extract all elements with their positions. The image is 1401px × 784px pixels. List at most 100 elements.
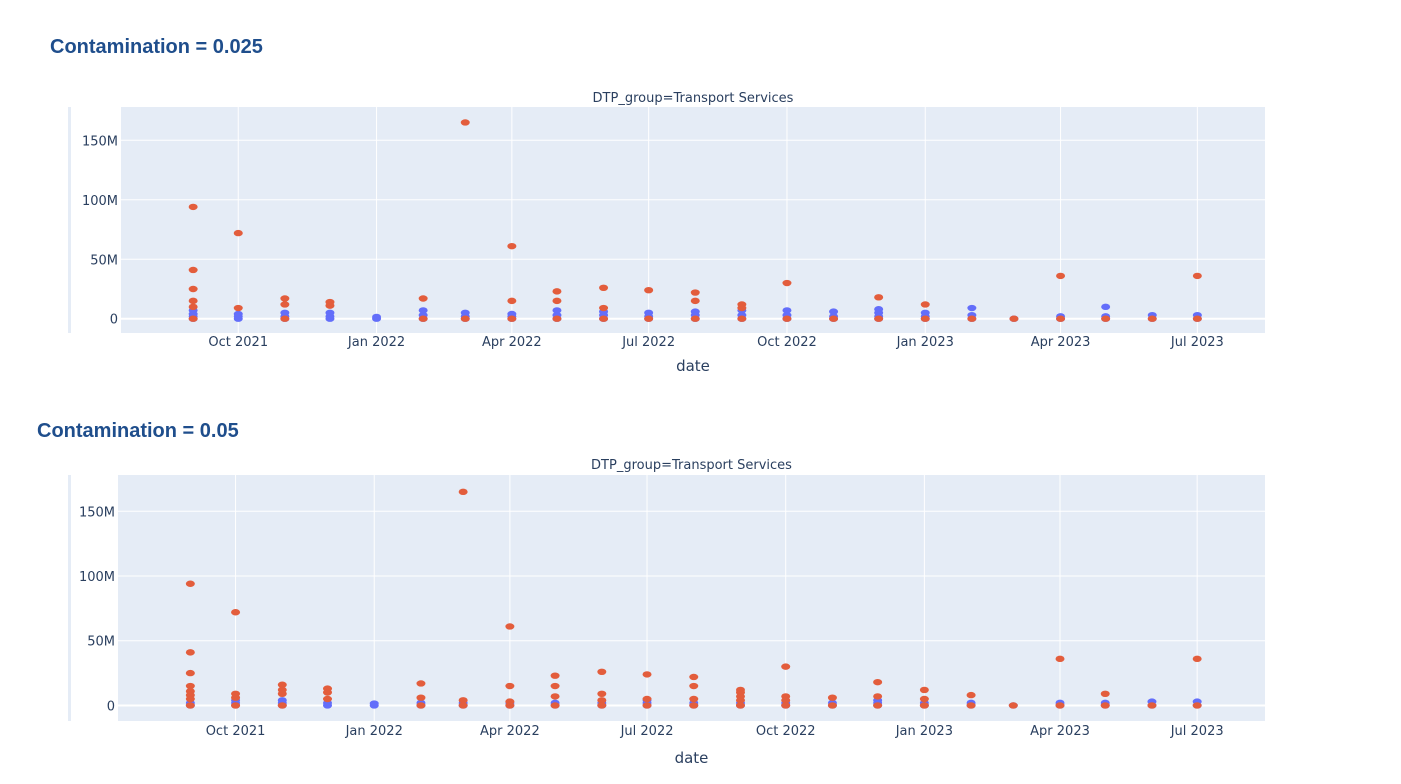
x-tick-label: Apr 2022 [482,335,542,350]
data-point [920,301,930,308]
outlier-points [188,119,1202,322]
data-point [233,310,243,318]
data-point [597,668,607,675]
data-point [735,697,745,704]
data-point [689,702,699,709]
data-point [1100,702,1110,709]
data-point [967,304,977,312]
data-point [277,702,287,709]
plot-area [118,475,1265,721]
data-point [827,702,837,709]
data-point [689,695,699,703]
y-tick-label: 50M [90,253,118,268]
data-point [418,307,428,314]
y-tick-label: 100M [82,194,118,209]
data-point [505,702,515,709]
data-point [550,693,560,700]
data-point [829,315,839,322]
data-point [188,315,198,322]
data-point [185,702,195,709]
data-point [552,307,562,314]
data-point [644,315,654,322]
data-point [185,682,195,690]
data-point [1192,702,1202,709]
data-point [1008,702,1018,709]
data-point [1056,315,1066,322]
data-point [188,297,198,305]
data-point [550,702,560,709]
plot-area [121,107,1265,333]
data-point [920,309,930,316]
data-point [460,315,470,322]
data-point [689,673,699,681]
data-point [1192,272,1202,280]
section-heading: Contamination = 0.025 [50,36,263,58]
data-point [416,694,426,701]
y-tick-label: 50M [87,635,115,650]
y-tick-label: 100M [79,570,115,585]
y-tick-label: 150M [79,505,115,520]
x-tick-label: Oct 2021 [208,335,268,350]
data-point [690,308,700,315]
data-point [689,682,699,690]
data-point [873,702,883,709]
data-point [552,288,562,295]
data-point [829,308,839,315]
data-point [416,702,426,709]
data-point [323,695,333,703]
x-tick-label: Apr 2023 [1031,335,1091,350]
x-tick-label: Apr 2022 [480,724,540,739]
y-tick-label: 0 [110,313,118,328]
data-point [919,702,929,709]
data-point [642,695,652,703]
data-point [873,693,883,700]
data-point [552,297,562,305]
data-point [690,315,700,322]
data-point [782,315,792,322]
data-point [827,694,837,701]
chart-title: DTP_group=Transport Services [593,91,794,106]
data-point [188,303,198,311]
data-point [966,702,976,709]
scatter-chart: 0 50M 100M 150M Oct 2021 Jan 2022 Apr 2022 Jul … [68,91,1265,375]
x-tick-label: Jan 2023 [895,724,953,739]
data-point [1101,315,1111,322]
data-point [781,697,791,704]
data-point [552,315,562,322]
data-point [966,691,976,699]
data-point [231,609,241,616]
x-tick-label: Jan 2022 [347,335,405,350]
data-point [737,315,747,322]
data-point [1055,702,1065,709]
data-point [919,686,929,694]
data-point [418,315,428,322]
data-point [231,702,241,709]
data-point [1147,702,1157,709]
data-point [781,702,791,709]
y-tick-label: 150M [82,134,118,149]
data-point [1192,655,1202,663]
data-point [550,682,560,690]
data-point [280,309,290,316]
data-point [644,286,654,294]
x-tick-label: Jan 2023 [896,335,954,350]
data-point [369,700,379,707]
data-point [690,297,700,305]
data-point [233,229,243,237]
data-point [185,695,195,703]
data-point [185,669,195,677]
data-point [507,315,517,322]
y-axis-strip [68,107,71,333]
x-tick-label: Apr 2023 [1030,724,1090,739]
data-point [458,697,468,704]
x-tick-label: Jul 2022 [621,335,675,350]
section-heading: Contamination = 0.05 [37,420,239,442]
data-point [1147,315,1157,322]
data-point [873,678,883,686]
data-point [460,119,470,126]
data-point [874,315,884,322]
data-point [505,623,515,630]
data-point [599,284,609,291]
data-point [597,702,607,709]
data-point [599,304,609,312]
